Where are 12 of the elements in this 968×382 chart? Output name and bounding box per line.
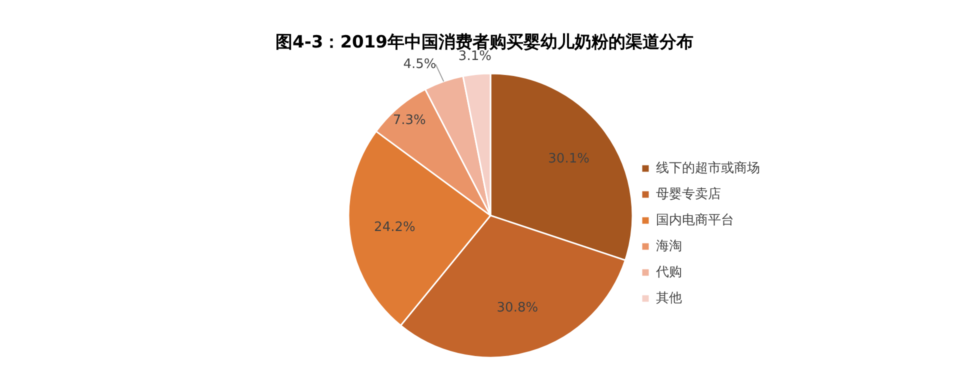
legend-label: 国内电商平台 [656, 212, 734, 229]
data-label: 24.2% [374, 220, 416, 236]
legend-label: 海淘 [656, 238, 682, 255]
data-label: 30.1% [548, 151, 590, 166]
legend-label: 母婴专卖店 [656, 186, 721, 203]
data-label: 30.8% [496, 300, 538, 316]
data-label: 3.1% [458, 48, 492, 64]
data-label: 7.3% [392, 112, 426, 128]
legend-label: 其他 [656, 290, 682, 307]
data-label: 4.5% [403, 56, 436, 72]
legend-label: 代购 [656, 264, 682, 281]
legend-label: 线下的超市或商场 [656, 160, 760, 177]
